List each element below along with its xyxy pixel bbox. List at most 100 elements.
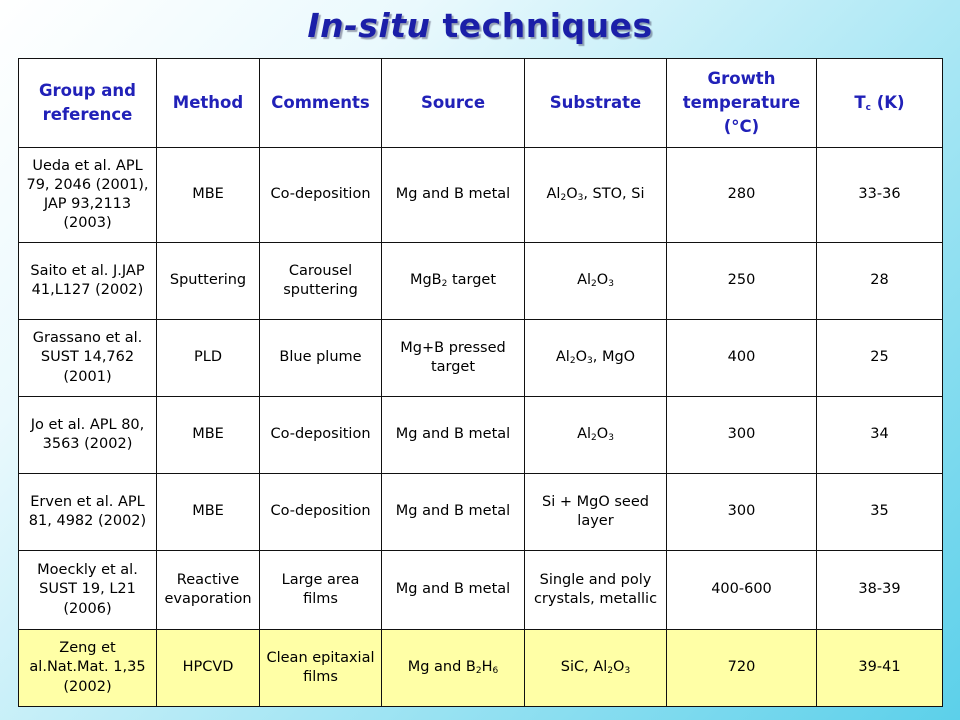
group-reference-cell: Ueda et al. APL 79, 2046 (2001), JAP 93,… (18, 147, 157, 243)
growth-temperature-cell: 400 (666, 319, 817, 397)
group-reference-cell: Zeng et al.Nat.Mat. 1,35 (2002) (18, 629, 157, 707)
header-method: Method (156, 58, 260, 148)
method-cell: MBE (156, 396, 260, 474)
method-cell: Sputtering (156, 242, 260, 320)
slide-title: In-situ techniques (0, 6, 960, 45)
substrate-cell-part: 3 (624, 666, 631, 677)
substrate-cell-part: Al (577, 426, 592, 443)
substrate-cell-part: O (575, 349, 587, 366)
growth-temperature-cell: 300 (666, 473, 817, 551)
substrate-cell-part: 2 (560, 193, 567, 204)
method-cell: PLD (156, 319, 260, 397)
substrate-cell-part: Al (555, 349, 570, 366)
substrate-cell-part: 2 (591, 279, 597, 290)
substrate-cell: Al2O3 (524, 242, 667, 320)
substrate-cell-part: , STO, Si (583, 186, 645, 203)
comments-cell: Co-deposition (259, 473, 382, 551)
substrate-cell: Al2O3 (524, 396, 667, 474)
comments-cell: Carousel sputtering (259, 242, 382, 320)
tc-cell: 28 (816, 242, 943, 320)
table-body: Ueda et al. APL 79, 2046 (2001), JAP 93,… (18, 147, 943, 707)
source-cell-part: target (447, 272, 497, 289)
substrate-cell-part: O (613, 659, 625, 676)
substrate-cell-part: , MgO (592, 349, 636, 366)
substrate-cell-part: 2 (591, 433, 597, 444)
growth-temperature-cell: 250 (666, 242, 817, 320)
substrate-cell: Single and poly crystals, metallic (524, 550, 667, 630)
substrate-cell-part: 3 (587, 356, 593, 367)
source-cell: Mg and B metal (381, 396, 525, 474)
tc-cell: 34 (816, 396, 943, 474)
table-row: Zeng et al.Nat.Mat. 1,35 (2002) HPCVD Clea… (18, 629, 943, 707)
substrate-cell-part: O (596, 272, 609, 289)
substrate-cell: Al2O3, STO, Si (524, 147, 667, 243)
table-row: Moeckly et al. SUST 19, L21 (2006) Reacti… (18, 550, 943, 630)
source-cell: Mg and B metal (381, 550, 525, 630)
group-reference-cell: Jo et al. APL 80, 3563 (2002) (18, 396, 157, 474)
table-row: Ueda et al. APL 79, 2046 (2001), JAP 93,… (18, 147, 943, 243)
source-cell-part: 2 (475, 666, 482, 677)
title-italic: In-situ (307, 6, 431, 45)
table-row: Erven et al. APL 81, 4982 (2002) MBE Co-de… (18, 473, 943, 551)
substrate-cell: Al2O3, MgO (524, 319, 667, 397)
method-cell: MBE (156, 473, 260, 551)
tc-cell: 39-41 (816, 629, 943, 707)
comments-cell: Co-deposition (259, 396, 382, 474)
method-cell: Reactive evaporation (156, 550, 260, 630)
table-row: Saito et al. J.JAP 41,L127 (2002) Sputter… (18, 242, 943, 320)
comments-cell: Clean epitaxial films (259, 629, 382, 707)
source-cell-part: 6 (492, 666, 499, 677)
comments-cell: Blue plume (259, 319, 382, 397)
substrate-cell-part: O (566, 186, 578, 203)
source-cell: Mg+B pressed target (381, 319, 525, 397)
substrate-cell-part: 3 (608, 433, 614, 444)
substrate-cell-part: SiC, Al (560, 659, 608, 676)
header-growth-temperature: Growth temperature (°C) (666, 58, 817, 148)
group-reference-cell: Grassano et al. SUST 14,762 (2001) (18, 319, 157, 397)
substrate-cell-part: O (596, 426, 609, 443)
substrate-cell: Si + MgO seed layer (524, 473, 667, 551)
growth-temperature-cell: 400-600 (666, 550, 817, 630)
group-reference-cell: Saito et al. J.JAP 41,L127 (2002) (18, 242, 157, 320)
header-tc-subscript: c (865, 103, 871, 114)
substrate-cell-part: Si + MgO seed layer (542, 493, 649, 529)
substrate-cell-part: Al (546, 186, 561, 203)
comments-cell: Co-deposition (259, 147, 382, 243)
comments-cell: Large area films (259, 550, 382, 630)
header-comments: Comments (259, 58, 382, 148)
method-cell: MBE (156, 147, 260, 243)
substrate-cell-part: 3 (608, 279, 614, 290)
growth-temperature-cell: 280 (666, 147, 817, 243)
substrate-cell-part: 3 (577, 193, 584, 204)
substrate-cell-part: 2 (607, 666, 614, 677)
source-cell: Mg and B metal (381, 147, 525, 243)
substrate-cell: SiC, Al2O3 (524, 629, 667, 707)
header-substrate: Substrate (524, 58, 667, 148)
header-row: Group and reference Method Comments Sour… (18, 58, 943, 148)
source-cell-part: MgB (409, 272, 442, 289)
source-cell-part: H (481, 659, 493, 676)
source-cell-part: 2 (441, 279, 448, 290)
techniques-table: Group and reference Method Comments Sour… (18, 58, 943, 707)
method-cell: HPCVD (156, 629, 260, 707)
source-cell: Mg and B2H6 (381, 629, 525, 707)
tc-cell: 33-36 (816, 147, 943, 243)
growth-temperature-cell: 720 (666, 629, 817, 707)
substrate-cell-part: 2 (569, 356, 576, 367)
tc-cell: 25 (816, 319, 943, 397)
source-cell: Mg and B metal (381, 473, 525, 551)
growth-temperature-cell: 300 (666, 396, 817, 474)
title-rest: techniques (430, 6, 653, 45)
substrate-cell-part: Al (577, 272, 592, 289)
group-reference-cell: Moeckly et al. SUST 19, L21 (2006) (18, 550, 157, 630)
tc-cell: 35 (816, 473, 943, 551)
group-reference-cell: Erven et al. APL 81, 4982 (2002) (18, 473, 157, 551)
source-cell-part: Mg and B (407, 659, 476, 676)
substrate-cell-part: Single and poly crystals, metallic (533, 571, 658, 607)
header-group: Group and reference (18, 58, 157, 148)
table-row: Jo et al. APL 80, 3563 (2002) MBE Co-depos… (18, 396, 943, 474)
header-tc-unit: (K) (870, 93, 905, 113)
table-row: Grassano et al. SUST 14,762 (2001) PLD Blu… (18, 319, 943, 397)
source-cell: MgB2 target (381, 242, 525, 320)
header-tc: Tc (K) (816, 58, 943, 148)
